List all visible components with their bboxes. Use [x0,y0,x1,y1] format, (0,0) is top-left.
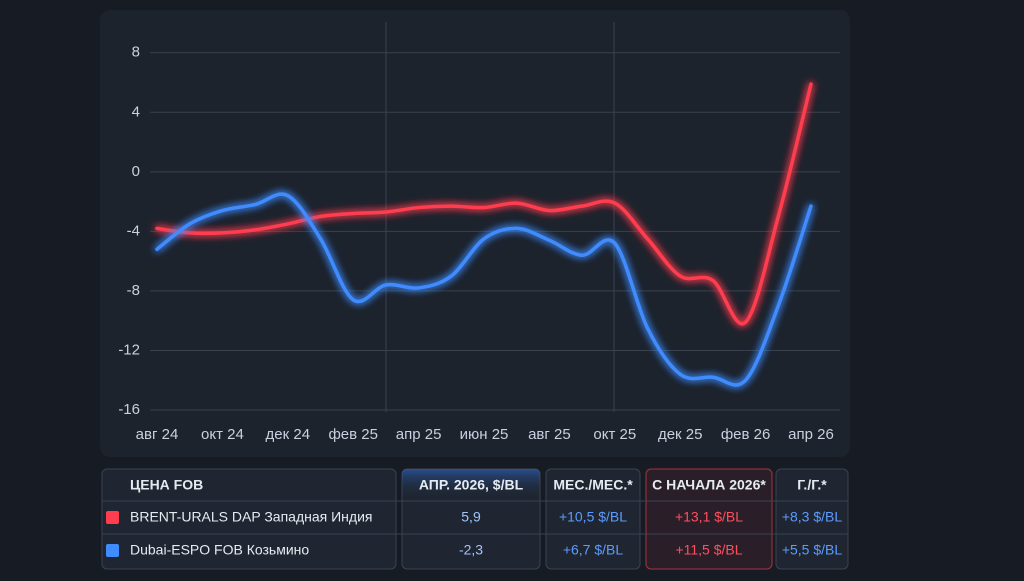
table-cell: +6,7 $/BL [563,542,624,558]
table-header: ЦЕНА FOB [130,477,203,493]
x-tick-label: окт 25 [593,426,636,443]
table-header: С НАЧАЛА 2026* [652,477,766,493]
series-line [155,82,813,326]
col-box [545,468,641,570]
x-tick-label: авг 25 [528,426,571,443]
col-box [101,468,397,570]
table-cell: 5,9 [461,509,481,525]
table-cell: -2,3 [459,542,483,558]
table-cell: +13,1 $/BL [675,509,743,525]
table-cell: +11,5 $/BL [675,542,742,558]
legend-label: Dubai-ESPO FOB Козьмино [130,542,309,558]
x-tick-label: фев 26 [721,426,771,443]
legend-swatch [106,544,119,557]
x-tick-label: дек 25 [658,426,703,443]
y-tick-label: -8 [127,282,140,299]
legend-swatch [106,511,119,524]
table: ЦЕНА FOB АПР. 2026, $/BL МЕС./МЕС.* С НАЧАЛ… [101,468,849,570]
x-tick-label: апр 25 [396,426,442,443]
table-header: АПР. 2026, $/BL [419,477,524,493]
y-tick-label: -4 [127,222,140,239]
table-cell: +10,5 $/BL [559,509,627,525]
col-highlight [402,469,540,499]
y-tick-label: -12 [118,341,140,358]
table-cell: +5,5 $/BL [782,542,843,558]
x-tick-label: июн 25 [460,426,509,443]
y-tick-label: 0 [132,163,140,180]
y-tick-label: 8 [132,44,140,61]
chart-panel [100,10,850,457]
x-tick-label: окт 24 [201,426,244,443]
table-header: Г./Г.* [797,477,827,493]
x-tick-label: дек 24 [266,426,311,443]
x-tick-label: апр 26 [788,426,834,443]
lines [155,82,813,387]
col-box [645,468,773,570]
y-tick-label: 4 [132,103,140,120]
table-cell: +8,3 $/BL [782,509,843,525]
x-tick-label: авг 24 [136,426,179,443]
series-line [155,192,813,387]
x-tick-label: фев 25 [328,426,378,443]
y-tick-label: -16 [118,401,140,418]
table-header: МЕС./МЕС.* [553,477,633,493]
col-box [775,468,849,570]
legend-label: BRENT-URALS DAP Западная Индия [130,509,372,525]
